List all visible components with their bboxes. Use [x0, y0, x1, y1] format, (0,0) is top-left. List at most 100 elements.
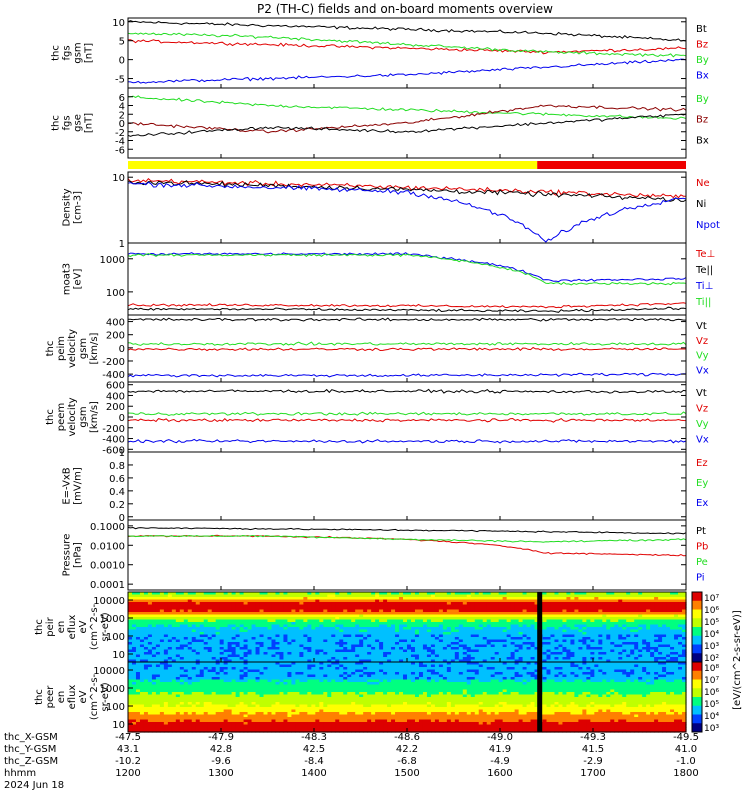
spectrogram-cell	[650, 627, 655, 631]
spectrogram-cell	[450, 624, 456, 628]
spectrogram-cell	[674, 642, 679, 646]
spectrogram-cell	[414, 639, 420, 643]
spectrogram-cell	[566, 634, 572, 638]
spectrogram-cell	[594, 659, 599, 663]
spectrogram-cell	[195, 629, 201, 633]
spectrogram-cell	[558, 662, 564, 666]
spectrogram-cell	[434, 667, 440, 671]
spectrogram-cell	[434, 592, 440, 596]
y-tick-label: 0.0100	[90, 541, 125, 552]
spectrogram-cell	[155, 662, 161, 666]
spectrogram-cell	[375, 617, 380, 621]
spectrogram-cell	[534, 637, 540, 641]
spectrogram-cell	[255, 602, 261, 606]
spectrogram-cell	[542, 637, 548, 641]
spectrogram-cell	[646, 602, 651, 606]
spectrogram-cell	[566, 592, 572, 596]
spectrogram-cell	[367, 642, 372, 646]
spectrogram-cell	[478, 652, 484, 656]
spectrogram-cell	[259, 619, 265, 623]
spectrogram-cell	[395, 644, 400, 648]
spectrogram-cell	[482, 639, 488, 643]
spectrogram-cell	[275, 607, 281, 611]
spectrogram-cell	[327, 657, 332, 661]
spectrogram-cell	[650, 594, 655, 598]
spectrogram-cell	[630, 659, 635, 663]
spectrogram-cell	[626, 669, 631, 673]
spectrogram-cell	[550, 637, 556, 641]
spectrogram-cell	[602, 657, 607, 661]
spectrogram-cell	[291, 647, 296, 651]
spectrogram-cell	[255, 669, 261, 673]
spectrogram-cell	[355, 614, 360, 618]
spectrogram-cell	[462, 654, 468, 658]
spectrogram-cell	[590, 602, 595, 606]
spectrogram-cell	[143, 609, 149, 613]
spectrogram-cell	[251, 634, 257, 638]
spectrogram-cell	[618, 617, 623, 621]
spectrogram-cell	[650, 662, 655, 666]
spectrogram-cell	[534, 619, 540, 623]
spectrogram-cell	[391, 657, 396, 661]
spectrogram-cell	[339, 657, 344, 661]
spectrogram-cell	[482, 627, 488, 631]
spectrogram-cell	[466, 607, 472, 611]
spectrogram-cell	[163, 634, 169, 638]
spectrogram-cell	[303, 659, 308, 663]
spectrogram-cell	[522, 639, 528, 643]
spectrogram-cell	[554, 632, 560, 636]
spectrogram-cell	[335, 672, 340, 676]
spectrogram-cell	[438, 609, 444, 613]
spectrogram-cell	[399, 669, 404, 673]
spectrogram-cell	[331, 612, 336, 616]
spectrogram-cell	[227, 602, 233, 606]
spectrogram-cell	[442, 614, 448, 618]
spectrogram-cell	[442, 674, 448, 678]
spectrogram-cell	[215, 619, 221, 623]
spectrogram-cell	[522, 602, 528, 606]
spectrogram-cell	[371, 662, 376, 666]
spectrogram-cell	[490, 624, 496, 628]
spectrogram-cell	[323, 634, 328, 638]
spectrogram-cell	[179, 592, 185, 596]
spectrogram-cell	[430, 597, 436, 601]
spectrogram-cell	[279, 602, 285, 606]
spectrogram-cell	[247, 647, 253, 651]
spectrogram-cell	[375, 672, 380, 676]
spectrogram-cell	[279, 659, 285, 663]
spectrogram-cell	[147, 607, 153, 611]
spectrogram-cell	[131, 612, 137, 616]
spectrogram-cell	[287, 652, 293, 656]
spectrogram-cell	[143, 597, 149, 601]
spectrogram-cell	[263, 664, 269, 668]
spectrogram-cell	[379, 634, 384, 638]
spectrogram-cell	[407, 597, 412, 601]
spectrogram-cell	[530, 594, 536, 598]
spectrogram-cell	[331, 599, 336, 603]
spectrogram-cell	[510, 624, 516, 628]
spectrogram-cell	[630, 672, 635, 676]
spectrogram-cell	[299, 659, 304, 663]
spectrogram-cell	[434, 662, 440, 666]
spectrogram-cell	[498, 604, 504, 608]
spectrogram-cell	[235, 639, 241, 643]
spectrogram-cell	[227, 629, 233, 633]
spectrogram-cell	[434, 639, 440, 643]
spectrogram-cell	[187, 599, 193, 603]
legend-entry: Te⊥	[695, 249, 715, 260]
spectrogram-cell	[387, 627, 392, 631]
spectrogram-cell	[522, 672, 528, 676]
spectrogram-cell	[347, 609, 352, 613]
spectrogram-cell	[634, 637, 639, 641]
spectrogram-cell	[387, 617, 392, 621]
spectrogram-cell	[546, 657, 552, 661]
spectrogram-cell	[514, 659, 520, 663]
spectrogram-cell	[426, 644, 432, 648]
spectrogram-cell	[606, 622, 611, 626]
spectrogram-cell	[450, 614, 456, 618]
spectrogram-cell	[139, 662, 145, 666]
spectrogram-cell	[650, 607, 655, 611]
spectrogram-cell	[219, 612, 225, 616]
spectrogram-cell	[128, 639, 133, 643]
spectrogram-cell	[518, 604, 524, 608]
